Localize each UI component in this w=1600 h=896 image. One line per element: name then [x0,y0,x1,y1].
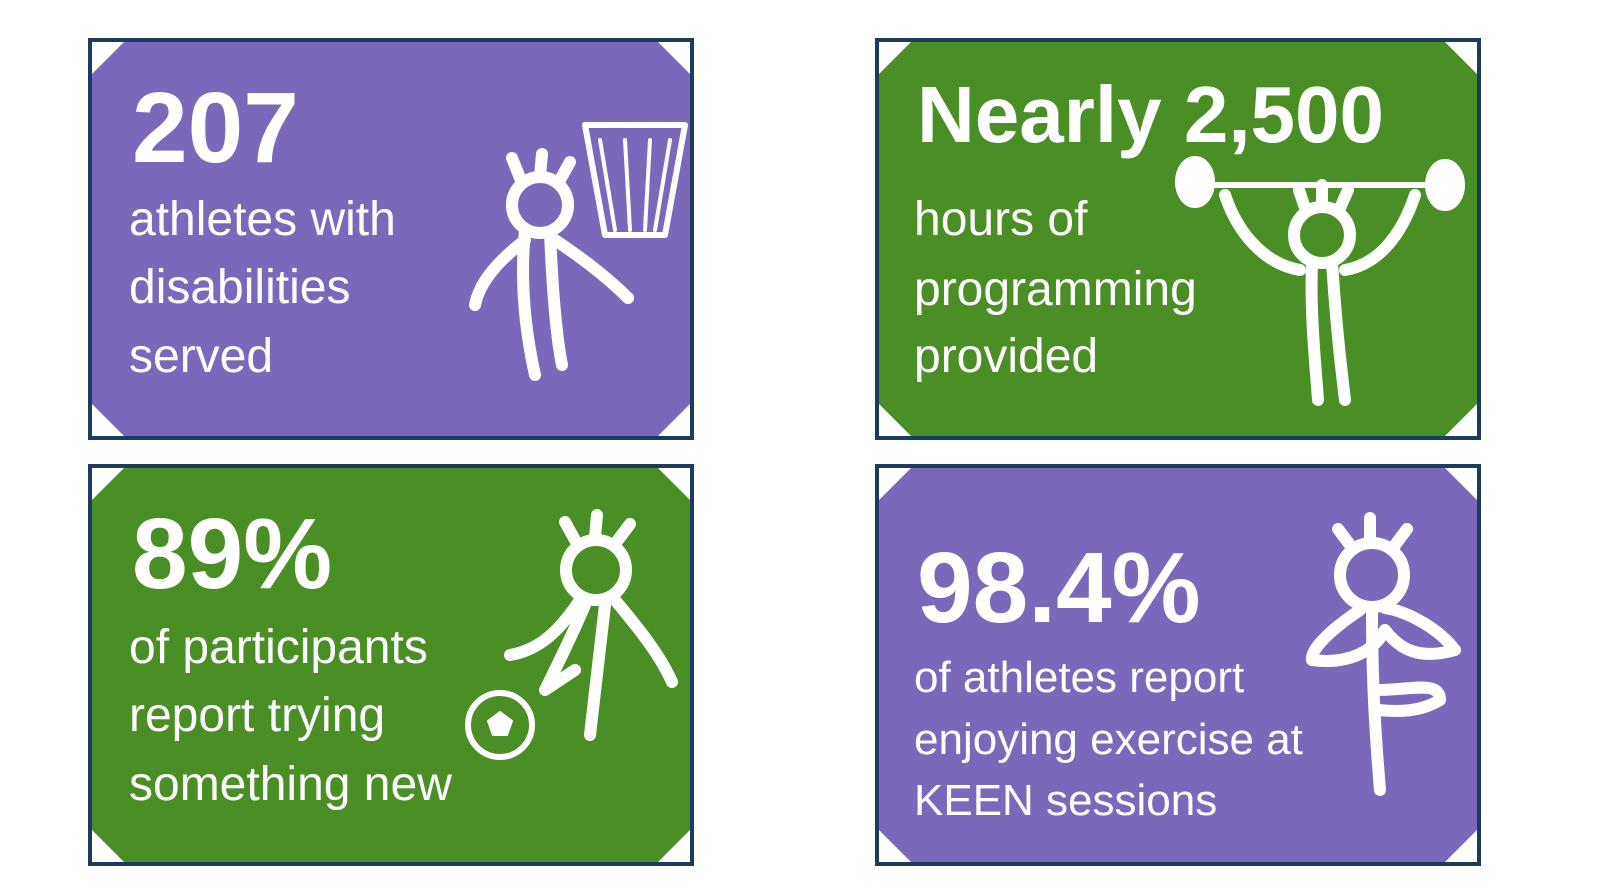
corner [879,42,911,74]
description-line: programming [914,263,1197,316]
basketball-figure [469,122,688,381]
corner [1445,468,1477,500]
yoga-figure [1305,512,1461,796]
corner [1445,42,1477,74]
weightlifting-figure [1175,156,1465,406]
corner [92,468,124,500]
description-line: of participants [129,621,428,674]
corner [658,830,690,862]
corner [879,468,911,500]
description-line: disabilities [129,261,350,314]
headline: 98.4% [917,532,1201,644]
corner [92,42,124,74]
description-line: hours of [914,193,1088,246]
description-line: provided [914,330,1098,383]
corner [1445,404,1477,436]
description-line: enjoying exercise at [914,715,1303,764]
corner [92,404,124,436]
description-line: athletes with [129,193,396,246]
description-line: something new [129,758,452,811]
soccer-figure [465,509,678,760]
description-line: served [129,330,273,383]
card [875,38,1481,440]
illustrations [465,122,1465,796]
headline: Nearly 2,500 [917,70,1384,159]
card [88,38,694,440]
corner [879,830,911,862]
headline: 89% [132,498,332,610]
corner [658,404,690,436]
corner [658,42,690,74]
corner [92,830,124,862]
corner [658,468,690,500]
corner [879,404,911,436]
corner [1445,830,1477,862]
description-line: of athletes report [914,653,1244,702]
headline: 207 [132,72,299,184]
description-line: KEEN sessions [914,776,1217,825]
description-line: report trying [129,689,385,742]
